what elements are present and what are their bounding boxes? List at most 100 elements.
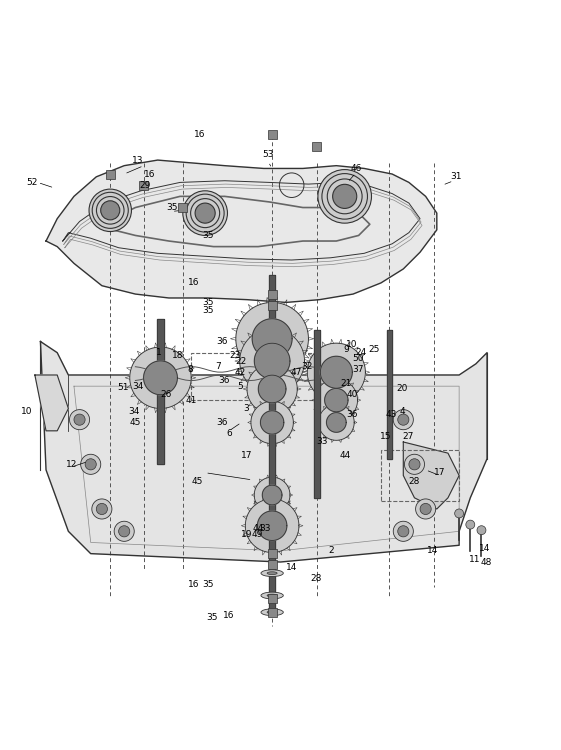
Circle shape [318,170,371,224]
Circle shape [393,410,413,430]
Polygon shape [263,485,282,505]
Polygon shape [258,375,286,403]
Bar [381,450,459,500]
Text: 16: 16 [188,580,200,589]
Polygon shape [257,511,287,541]
Circle shape [409,459,420,470]
Text: 46: 46 [350,164,361,173]
Text: 13: 13 [132,155,144,164]
Text: 44: 44 [339,452,350,460]
Ellipse shape [261,609,283,616]
Polygon shape [403,442,459,509]
Polygon shape [245,499,299,553]
Polygon shape [320,356,352,388]
Circle shape [74,414,85,425]
Text: 32: 32 [302,362,313,371]
Text: 12: 12 [66,460,77,469]
Polygon shape [269,274,275,610]
Polygon shape [254,344,290,379]
Text: 35: 35 [202,306,214,315]
Polygon shape [40,341,487,562]
Text: 33: 33 [316,437,328,446]
Text: 48: 48 [480,557,491,566]
Text: 10: 10 [21,406,33,416]
Text: 40: 40 [346,390,358,399]
Text: 7: 7 [215,362,221,371]
Ellipse shape [261,570,283,577]
Circle shape [404,454,425,474]
Text: 50: 50 [352,354,364,363]
Polygon shape [130,347,191,409]
Text: 21: 21 [341,379,352,388]
Text: 16: 16 [194,130,205,140]
Circle shape [92,499,112,519]
Bar [178,203,187,212]
Ellipse shape [261,592,283,598]
Polygon shape [240,328,305,394]
Text: 18: 18 [172,351,183,360]
Circle shape [454,509,463,518]
Text: 2: 2 [328,546,334,555]
Text: 35: 35 [202,231,214,240]
Circle shape [398,414,409,425]
Polygon shape [387,330,392,459]
Circle shape [100,201,120,220]
Text: 27: 27 [402,432,413,441]
Text: 36: 36 [218,376,229,385]
Polygon shape [157,320,164,464]
Text: 1: 1 [156,348,162,357]
Text: 28: 28 [409,476,420,485]
Bar [312,142,321,151]
Text: 44: 44 [252,524,264,533]
Text: 24: 24 [356,348,367,357]
Text: 45: 45 [191,476,203,485]
Text: 41: 41 [186,395,197,404]
Bar [268,608,277,616]
Bar [268,560,277,569]
Bar [139,181,148,190]
Polygon shape [314,330,320,498]
Text: 45: 45 [130,418,141,427]
Text: 8: 8 [187,365,193,374]
Text: 26: 26 [160,390,172,399]
Polygon shape [307,344,365,401]
Text: 15: 15 [380,432,391,441]
Bar [268,290,277,298]
Polygon shape [247,364,297,414]
Text: 14: 14 [427,546,438,555]
Circle shape [466,520,475,529]
Text: 23: 23 [229,351,241,360]
Polygon shape [327,413,346,432]
Ellipse shape [267,572,277,574]
Circle shape [333,184,357,209]
Polygon shape [260,411,284,434]
Text: 34: 34 [132,382,144,391]
Circle shape [416,499,436,519]
Polygon shape [251,401,293,444]
Bar [268,594,277,603]
Text: 51: 51 [117,382,129,392]
Polygon shape [325,388,348,412]
Text: 42: 42 [234,368,246,376]
Text: 14: 14 [286,563,297,572]
Bar [191,352,325,400]
Text: 5: 5 [237,382,243,391]
Text: 37: 37 [352,365,364,374]
Text: 35: 35 [166,203,177,212]
Circle shape [89,189,131,232]
Text: 6: 6 [226,429,232,438]
Text: 3: 3 [243,404,249,413]
Circle shape [118,526,130,537]
Text: 9: 9 [343,346,350,355]
Text: 53: 53 [263,150,274,159]
Text: 47: 47 [291,368,302,376]
Circle shape [81,454,101,474]
Text: 49: 49 [251,530,263,538]
Polygon shape [46,160,437,302]
Circle shape [183,190,227,236]
Text: 14: 14 [479,544,490,553]
Text: 36: 36 [346,410,358,419]
Text: 19: 19 [241,530,253,538]
Polygon shape [315,379,357,422]
Bar [106,170,114,178]
